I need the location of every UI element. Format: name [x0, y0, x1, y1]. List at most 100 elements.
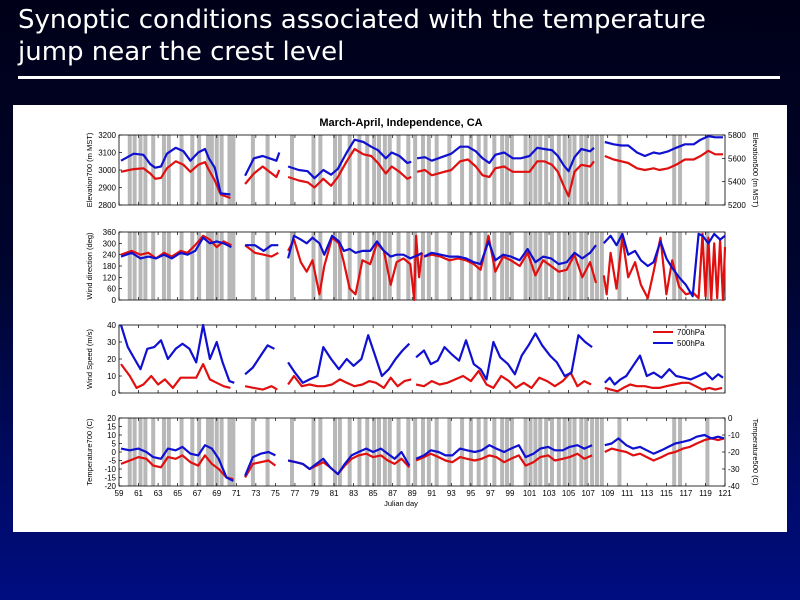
event-bar [579, 418, 584, 486]
legend-label-500hPa: 500hPa [677, 339, 705, 348]
series-line-500hPa [287, 334, 411, 384]
event-bar [584, 232, 589, 300]
event-bar [214, 418, 219, 486]
event-bar [290, 418, 295, 486]
y-tick-label: 2800 [98, 201, 116, 210]
event-bar [500, 232, 505, 300]
y-right-tick-label: 5400 [728, 178, 746, 187]
series-line-700hPa [604, 381, 723, 393]
event-bar [544, 135, 549, 205]
series-line-700hPa [120, 234, 232, 260]
event-bar [492, 418, 497, 486]
event-bar [483, 135, 488, 205]
series-line-500hPa [287, 138, 412, 180]
event-bar [318, 232, 323, 300]
series-lines [119, 135, 727, 482]
event-bar [413, 135, 418, 205]
event-bar [372, 135, 377, 205]
event-bar [347, 232, 352, 300]
event-bar [705, 135, 710, 205]
legend: 700hPa 500hPa [653, 328, 705, 348]
event-bar [406, 135, 411, 205]
y-right-axis-label: Elevation500 (m MST) [751, 133, 760, 208]
event-bar [544, 418, 549, 486]
event-bar [413, 418, 418, 486]
series-line-500hPa [119, 323, 235, 384]
event-bar [406, 232, 411, 300]
series-line-700hPa [120, 160, 231, 200]
event-bar [468, 135, 473, 205]
event-bar [590, 418, 595, 486]
series-line-500hPa [245, 244, 279, 252]
y-tick-label: -15 [104, 474, 116, 483]
event-bar [250, 232, 255, 300]
event-bar [190, 418, 195, 486]
x-tick-label: 121 [718, 489, 732, 498]
event-bar [151, 232, 156, 300]
event-bar [227, 418, 232, 486]
x-tick-label: 109 [601, 489, 615, 498]
y-tick-label: 0 [112, 389, 117, 398]
y-tick-label: 180 [103, 262, 117, 271]
event-bar [179, 418, 184, 486]
x-tick-label: 113 [640, 489, 653, 498]
x-tick-label: 103 [542, 489, 556, 498]
event-bar [161, 135, 166, 205]
slide-title-line-1: Synoptic conditions associated with the … [18, 5, 706, 35]
series-line-700hPa [604, 149, 723, 172]
series-line-700hPa [416, 158, 595, 198]
series-line-500hPa [423, 240, 597, 266]
event-bar [594, 232, 599, 300]
event-bar [556, 135, 561, 205]
event-bar [337, 232, 342, 300]
y-right-tick-label: -40 [728, 482, 740, 491]
x-tick-label: 87 [388, 489, 397, 498]
event-bar [205, 418, 210, 486]
event-bar [483, 232, 488, 300]
x-tick-label: 95 [466, 489, 475, 498]
event-bar [219, 232, 224, 300]
event-bar [509, 418, 514, 486]
y-tick-label: 120 [103, 273, 117, 282]
series-line-700hPa [244, 165, 281, 185]
series-line-700hPa [415, 452, 593, 467]
y-tick-label: 15 [107, 423, 116, 432]
event-bar [705, 418, 710, 486]
event-bar [396, 418, 401, 486]
event-bar [556, 232, 561, 300]
series-line-500hPa [244, 152, 281, 177]
event-bar [387, 418, 392, 486]
event-bar [127, 232, 132, 300]
event-bar [179, 232, 184, 300]
y-axis-label: Elevation700 (m MST) [85, 132, 94, 207]
event-bar [678, 135, 683, 205]
event-bar [396, 232, 401, 300]
event-bar [678, 418, 683, 486]
event-bar [528, 418, 533, 486]
x-tick-label: 63 [154, 489, 163, 498]
axes-frames [118, 134, 726, 487]
event-bar [337, 418, 342, 486]
event-bar [161, 232, 166, 300]
event-bar [318, 135, 323, 205]
y-tick-label: 60 [107, 285, 116, 294]
event-bar [166, 135, 171, 205]
event-bar [509, 232, 514, 300]
series-line-700hPa [120, 454, 234, 481]
event-bar [500, 135, 505, 205]
legend-label-700hPa: 700hPa [677, 328, 705, 337]
y-right-tick-label: 0 [728, 414, 733, 423]
event-bar [572, 135, 577, 205]
y-tick-label: 5 [112, 440, 117, 449]
event-bar [538, 135, 543, 205]
event-bar [209, 232, 214, 300]
event-bar [376, 418, 381, 486]
event-bar [151, 135, 156, 205]
x-tick-label: 71 [232, 489, 241, 498]
event-bar [166, 232, 171, 300]
event-bar [190, 232, 195, 300]
event-bar [549, 418, 554, 486]
series-line-500hPa [120, 444, 234, 482]
y-tick-label: 0 [112, 448, 117, 457]
event-bar [132, 232, 137, 300]
